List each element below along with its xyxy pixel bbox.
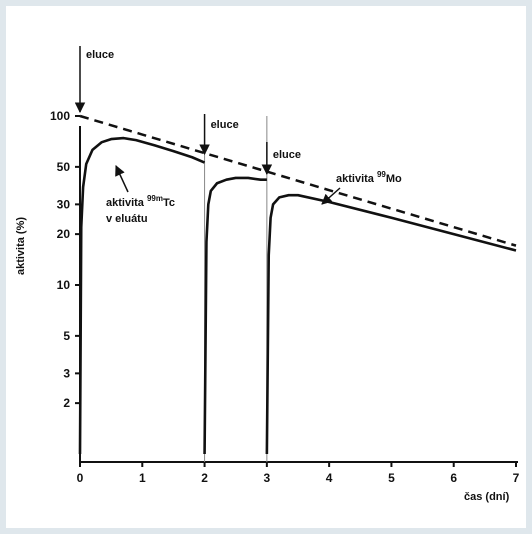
chart: 100 50 30 20 10 5 3 2 0 1 2 3 4 5 6 7 eluce eluce eluce a… <box>15 46 520 503</box>
x-tick-label: 3 <box>264 471 271 485</box>
y-tick-label: 3 <box>63 366 70 380</box>
x-tick-label: 7 <box>513 471 520 485</box>
x-ticks: 0 1 2 3 4 5 6 7 <box>77 462 520 485</box>
x-tick-label: 5 <box>388 471 395 485</box>
annotations: eluce eluce eluce aktivita 99mTc v eluátu akt… <box>74 46 402 225</box>
series-line-tc99m-segment-3 <box>265 193 517 455</box>
elution-label: eluce <box>86 49 114 61</box>
x-tick-label: 2 <box>201 471 208 485</box>
x-tick-label: 0 <box>77 471 84 485</box>
y-ticks: 100 50 30 20 10 5 3 2 <box>50 109 80 410</box>
elution-label: eluce <box>211 119 239 131</box>
y-tick-label: 2 <box>63 396 70 410</box>
y-axis-title: aktivita (%) <box>15 217 27 275</box>
mo99-pointer-arrow <box>321 187 341 205</box>
y-tick-label: 10 <box>57 278 71 292</box>
x-tick-label: 1 <box>139 471 146 485</box>
y-tick-label: 20 <box>57 227 71 241</box>
tc99m-label-line2: v eluátu <box>106 213 148 225</box>
series-line-tc99m-segment-2 <box>203 176 267 455</box>
x-axis-title: čas (dní) <box>464 491 510 503</box>
y-tick-label: 50 <box>57 160 71 174</box>
tc99m-label: aktivita 99mTc <box>106 194 175 209</box>
series-line-mo99 <box>79 114 517 247</box>
y-tick-label: 100 <box>50 109 70 123</box>
x-tick-label: 4 <box>326 471 333 485</box>
y-tick-label: 5 <box>63 329 70 343</box>
series-line-tc99m-segment-1 <box>78 136 206 455</box>
plot-area <box>78 114 517 462</box>
chart-frame: 100 50 30 20 10 5 3 2 0 1 2 3 4 5 6 7 eluce eluce eluce a… <box>6 6 526 528</box>
elution-label: eluce <box>273 149 301 161</box>
y-tick-label: 30 <box>57 197 71 211</box>
x-tick-label: 6 <box>450 471 457 485</box>
mo99-label: aktivita 99Mo <box>336 170 402 185</box>
tc99m-pointer-arrow <box>115 165 129 193</box>
